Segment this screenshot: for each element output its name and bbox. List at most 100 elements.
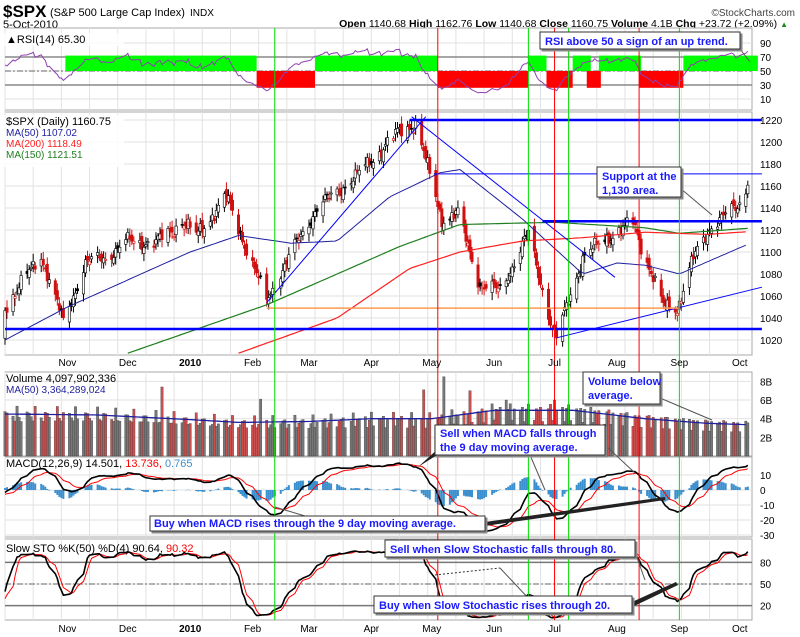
volume-bar (202, 418, 206, 457)
volume-bar (301, 419, 305, 457)
macd-histogram-bar (364, 488, 367, 490)
candle (86, 255, 90, 261)
trendline-falling (411, 116, 616, 278)
macd-histogram-bar (358, 488, 361, 490)
volume-bar (160, 386, 164, 457)
macd-histogram-bar (621, 486, 624, 490)
macd-histogram-bar (90, 484, 93, 490)
macd-histogram-bar (281, 490, 284, 492)
macd-histogram-bar (410, 490, 413, 491)
candle (174, 225, 178, 235)
macd-histogram-bar (76, 490, 79, 493)
candle (667, 296, 671, 310)
macd-histogram-bar (144, 490, 147, 493)
svg-text:Sell when Slow Stochastic fall: Sell when Slow Stochastic falls through … (390, 544, 616, 556)
candle (353, 169, 357, 179)
svg-text:Support at the: Support at the (602, 171, 677, 183)
volume-bar (245, 427, 248, 457)
macd-histogram-bar (541, 490, 544, 491)
candle (647, 257, 651, 270)
candle (442, 223, 446, 231)
candle (90, 256, 94, 260)
candle (538, 273, 542, 285)
candle (396, 128, 400, 133)
macd-histogram-bar (555, 490, 558, 500)
macd-histogram-bar (203, 490, 206, 492)
macd-histogram-bar (229, 487, 232, 490)
candle (736, 208, 740, 214)
candle (661, 295, 665, 303)
macd-histogram-bar (692, 482, 695, 490)
candle (281, 270, 285, 283)
candle (569, 294, 573, 302)
macd-tick-label: 0 (760, 486, 766, 497)
macd-histogram-bar (267, 490, 270, 501)
macd-histogram-bar (422, 490, 425, 496)
candle (464, 223, 468, 242)
macd-histogram-bar (84, 487, 87, 490)
rsi-tick-label: 70 (760, 53, 772, 64)
macd-histogram-bar (199, 490, 202, 492)
rsi-down-block (546, 71, 573, 88)
macd-histogram-bar (58, 490, 61, 497)
macd-histogram-bar (704, 479, 707, 490)
volume-bar (653, 419, 657, 457)
macd-histogram-bar (70, 490, 73, 498)
macd-histogram-bar (440, 490, 443, 507)
candle (13, 296, 17, 299)
macd-histogram-bar (706, 479, 709, 490)
macd-histogram-bar (607, 483, 610, 490)
chg-label: Chg (676, 18, 696, 30)
annotation-volume: Volume below average. (582, 371, 713, 421)
candle (681, 290, 685, 303)
macd-histogram-bar (124, 488, 127, 490)
candle (293, 239, 297, 253)
candle (132, 240, 136, 244)
volume-bar (343, 427, 347, 457)
candle (400, 123, 404, 137)
macd-histogram-bar (664, 490, 667, 502)
macd-histogram-bar (130, 488, 133, 490)
candle (597, 243, 601, 245)
svg-text:average.: average. (588, 390, 633, 402)
candle (406, 126, 410, 141)
macd-histogram-bar (632, 487, 635, 490)
rsi-down-block (256, 71, 316, 88)
volume-bar (428, 412, 432, 457)
macd-histogram-bar (237, 490, 240, 493)
macd-histogram-bar (215, 489, 218, 490)
rsi-tick-label: 50 (760, 67, 772, 78)
sto-legend: Slow STO %K(50) %D(4) 90.64, 90.32 (6, 543, 194, 555)
volume-bar (259, 398, 263, 457)
candle (575, 277, 579, 300)
candle (55, 290, 59, 300)
macd-histogram-bar (354, 487, 357, 490)
candle (456, 207, 460, 216)
volume-bar (372, 425, 375, 457)
rsi-down-block (639, 71, 684, 88)
svg-text:1,130 area.: 1,130 area. (602, 185, 658, 197)
macd-histogram-bar (116, 488, 119, 490)
macd-histogram-bar (666, 490, 669, 501)
macd-histogram-bar (744, 487, 747, 490)
trendline-rising (556, 286, 763, 339)
macd-histogram-bar (398, 488, 401, 490)
macd-histogram-bar (394, 488, 397, 490)
macd-histogram-bar (209, 490, 212, 492)
macd-histogram-bar (519, 480, 522, 490)
candle (265, 273, 269, 300)
macd-histogram-bar (201, 490, 204, 492)
macd-histogram-bar (452, 490, 455, 501)
volume-ma-legend: MA(50) 3,364,289,024 (6, 385, 106, 396)
candle (118, 246, 122, 253)
macd-tick-label: -30 (760, 531, 775, 542)
rsi-tick-label: 90 (760, 39, 772, 50)
macd-histogram-bar (324, 481, 327, 490)
candle (371, 162, 375, 169)
macd-histogram-bar (696, 480, 699, 490)
rsi-up-block (572, 55, 591, 71)
month-label: 2010 (179, 358, 202, 369)
candle (496, 287, 500, 293)
macd-histogram-bar (14, 484, 17, 490)
candle (595, 240, 599, 244)
